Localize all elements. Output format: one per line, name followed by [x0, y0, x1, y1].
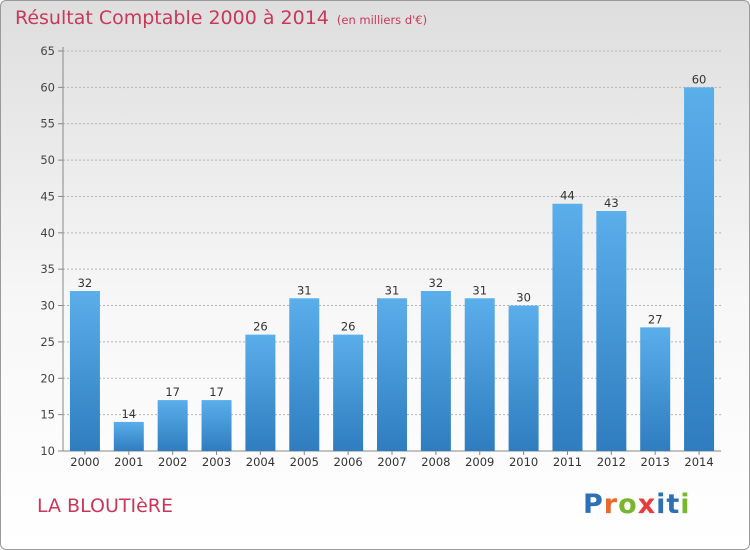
logo-letter: P	[583, 489, 604, 520]
chart-title: Résultat Comptable 2000 à 2014 (en millie…	[15, 7, 427, 29]
x-tick-label-2008: 2008	[421, 455, 450, 469]
bar-2009	[464, 298, 495, 451]
x-tick-label-2003: 2003	[202, 455, 231, 469]
value-label-2010: 30	[516, 291, 531, 305]
bar-2002	[157, 400, 188, 451]
value-label-2005: 31	[297, 283, 312, 297]
y-tick-label: 65	[40, 44, 55, 58]
value-label-2009: 31	[472, 283, 487, 297]
x-tick-label-2006: 2006	[333, 455, 362, 469]
x-tick-label-2014: 2014	[684, 455, 713, 469]
bar-2000	[69, 291, 100, 451]
logo-letter: o	[618, 489, 638, 520]
value-label-2006: 26	[341, 320, 356, 334]
y-tick-label: 30	[40, 299, 55, 313]
x-tick-label-2009: 2009	[465, 455, 494, 469]
title-main: Résultat Comptable 2000 à 2014	[15, 7, 329, 29]
bar-2013	[640, 327, 671, 451]
bar-2003	[201, 400, 232, 451]
y-tick-label: 25	[40, 335, 55, 349]
title-subtitle: (en milliers d'€)	[336, 13, 428, 27]
proxiti-logo: Proxiti	[583, 489, 691, 520]
x-tick-label-2012: 2012	[597, 455, 626, 469]
bar-2004	[245, 334, 276, 451]
logo-letter: i	[680, 489, 691, 520]
bar-2010	[508, 305, 539, 451]
value-label-2008: 32	[429, 276, 444, 290]
bar-2007	[377, 298, 407, 451]
value-label-2011: 44	[560, 189, 575, 203]
x-tick-label-2011: 2011	[553, 455, 582, 469]
bar-2014	[684, 87, 715, 451]
y-tick-label: 45	[40, 189, 55, 203]
value-label-2012: 43	[604, 196, 619, 210]
value-label-2000: 32	[78, 276, 93, 290]
y-tick-label: 50	[40, 153, 55, 167]
value-label-2001: 14	[121, 407, 136, 421]
value-label-2002: 17	[165, 385, 180, 399]
y-tick-label: 40	[40, 226, 55, 240]
x-tick-label-2004: 2004	[246, 455, 275, 469]
logo-letter: x	[637, 489, 657, 520]
bar-2012	[596, 211, 627, 451]
commune-name: LA BLOUTIèRE	[37, 495, 173, 517]
x-tick-label-2010: 2010	[509, 455, 538, 469]
y-tick-label: 15	[40, 408, 55, 422]
bar-2011	[552, 203, 583, 451]
y-tick-label: 35	[40, 262, 55, 276]
y-tick-label: 20	[40, 371, 55, 385]
x-tick-label-2013: 2013	[641, 455, 670, 469]
x-tick-label-2000: 2000	[70, 455, 99, 469]
y-tick-label: 55	[40, 117, 55, 131]
logo-letter: i	[656, 489, 667, 520]
logo-letter: r	[603, 489, 619, 520]
y-tick-label: 10	[40, 444, 55, 458]
x-tick-label-2005: 2005	[290, 455, 319, 469]
y-tick-label: 60	[40, 80, 55, 94]
bar-2005	[289, 298, 320, 451]
x-tick-label-2001: 2001	[114, 455, 143, 469]
logo-letter: t	[666, 489, 681, 520]
value-label-2004: 26	[253, 320, 268, 334]
x-tick-label-2007: 2007	[377, 455, 406, 469]
value-label-2003: 17	[209, 385, 224, 399]
value-label-2007: 31	[385, 283, 400, 297]
bar-2001	[113, 421, 144, 451]
value-label-2013: 27	[648, 312, 663, 326]
x-tick-label-2002: 2002	[158, 455, 187, 469]
bar-2008	[420, 291, 451, 451]
value-label-2014: 60	[692, 72, 707, 86]
bar-2006	[333, 334, 364, 451]
